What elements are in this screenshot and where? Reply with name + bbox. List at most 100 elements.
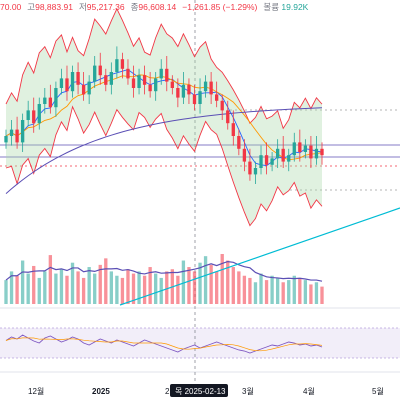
close-label: 종 [130,2,139,12]
x-label-2025: 2025 [92,387,110,396]
high-value: 98,883.91 [35,2,73,12]
candle-body [231,123,235,136]
candle-body [120,59,125,69]
candle-body [54,88,58,108]
volume-bar [32,265,36,304]
candle-body [209,81,213,95]
volume-bar [54,273,58,304]
volume-bar [242,275,247,304]
x-label-apr: 4월 [303,386,315,396]
candle-body [187,84,191,95]
candle-body [26,110,30,120]
volume-bar [15,275,19,304]
candle-body [248,161,252,175]
volume-bar [98,264,102,304]
candle-body [220,100,224,111]
candle-body [192,94,197,104]
volume-bar [59,269,64,304]
candle-body [270,158,274,165]
ma-short-line [5,69,323,167]
volume-bar [48,255,53,304]
x-label-feb: 2 [165,387,170,396]
rsi-line [5,334,323,354]
candle-body [281,148,285,162]
candle-body [43,97,47,104]
candle-body [275,148,280,159]
candle-body [287,155,291,162]
volume-bar [126,269,130,304]
candle-body [165,68,169,82]
volume-bar [70,262,75,304]
candle-body [32,110,36,124]
candle-body [37,104,41,124]
low-block: 저95,217.36 [79,0,125,14]
volume-bar [314,282,319,304]
volume-bar [142,275,147,304]
volume-block: 볼륨 19.92K [263,0,308,14]
volume-bar [37,277,41,304]
candle-body [148,84,152,92]
volume-bar [253,282,258,304]
close-block: 종96,608.14 [131,0,177,14]
candle-body [87,81,91,95]
trendline[interactable] [119,207,400,306]
volume-bar [309,284,313,304]
candle-body [65,78,69,92]
volume-bar [4,280,8,304]
ma-long-line [5,107,323,194]
rsi-signal-line [5,337,323,352]
candle-body [93,65,97,82]
volume-bar [298,277,302,304]
volume-bar [120,277,125,304]
candle-body [154,78,158,92]
candle-body [142,75,147,85]
volume-label: 볼륨 [263,2,280,12]
volume-bar [165,271,169,304]
candle-body [48,97,53,108]
candle-body [15,129,19,143]
volume-bar [154,273,158,304]
candle-body [215,94,219,101]
volume-bar [303,280,308,304]
low-label: 저 [78,2,87,12]
volume-bar [137,271,141,304]
candle-body [76,72,80,85]
volume-bar [65,275,69,304]
ohlc-legend: 70.00 고98,883.91 저95,217.36 종96,608.14 −… [0,0,308,14]
x-label-may: 5월 [372,386,384,396]
crosshair-date-label: 목 2025-02-13 [175,387,226,396]
candlesticks [4,46,324,184]
candle-body [131,78,136,88]
candle-body [4,136,8,143]
bollinger-upper [5,7,323,130]
volume-bar [220,254,224,304]
candle-body [226,110,230,124]
volume-bar [292,275,296,304]
candle-body [198,91,202,104]
volume-bar [264,280,269,304]
candle-body [159,68,163,79]
volume-bar [320,286,324,304]
ma-mid-line [5,74,323,161]
bollinger-lower [5,105,323,227]
volume-bar [275,277,280,304]
candle-body [20,120,25,143]
volume-bar [181,260,186,304]
volume-bar [231,267,235,304]
candle-body [109,72,113,85]
volume-bar [281,282,285,304]
volume-bar [248,277,252,304]
candle-body [237,136,241,149]
rsi-polyline [5,334,323,354]
volume-bar [198,262,202,304]
rsi-band [0,328,400,358]
volume-bar [26,273,30,304]
crosshair-date-tag [170,384,228,397]
volume-bars [4,254,324,304]
candle-body [309,145,313,159]
volume-bar [87,267,91,304]
high-block: 고98,883.91 [27,0,73,14]
candle-body [203,81,208,92]
